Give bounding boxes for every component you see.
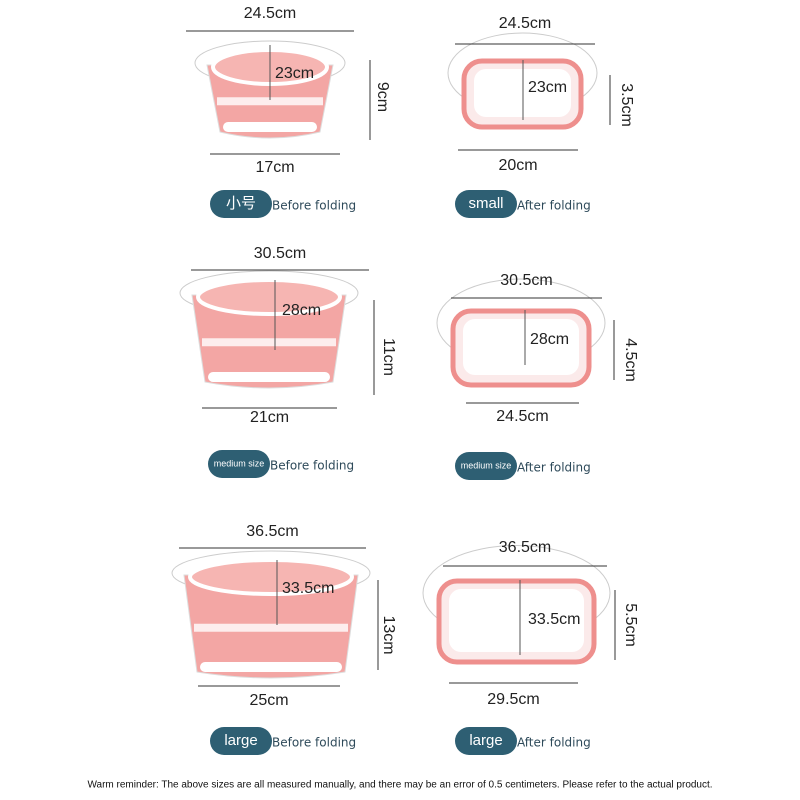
height: 3.5cm <box>618 83 635 127</box>
top-width: 30.5cm <box>254 245 306 262</box>
top-width: 36.5cm <box>246 523 298 540</box>
basin-band <box>217 97 323 106</box>
inner-length: 28cm <box>282 302 321 319</box>
badge-bg <box>455 727 517 755</box>
badge-label: large <box>469 732 502 749</box>
top-width: 30.5cm <box>500 272 552 289</box>
badge-label: large <box>224 732 257 749</box>
basin-rim <box>188 558 354 596</box>
top-width: 36.5cm <box>499 539 551 556</box>
basin-base <box>200 662 342 672</box>
basin-band <box>194 623 348 632</box>
basin-rim <box>196 278 342 316</box>
basin-base <box>223 122 317 132</box>
top-width: 24.5cm <box>244 5 296 22</box>
height: 9cm <box>374 82 391 112</box>
bottom-width: 17cm <box>255 159 294 176</box>
fold-caption: Before folding <box>272 199 356 213</box>
fold-caption: After folding <box>517 461 591 475</box>
basin-band <box>202 338 336 347</box>
badge-bg <box>455 452 517 480</box>
tray-floor <box>463 319 579 375</box>
bottom-width: 21cm <box>250 409 289 426</box>
badge-bg <box>208 450 270 478</box>
badge-bg <box>210 727 272 755</box>
height: 11cm <box>380 338 397 376</box>
badge-label: medium size <box>214 458 265 468</box>
fold-caption: Before folding <box>272 736 356 750</box>
bottom-width: 24.5cm <box>496 408 548 425</box>
inner-length: 33.5cm <box>282 580 334 597</box>
height: 13cm <box>380 615 397 654</box>
height: 4.5cm <box>622 338 639 382</box>
height: 5.5cm <box>622 603 639 647</box>
basin-base <box>208 372 330 382</box>
badge-label: medium size <box>461 460 512 470</box>
inner-length: 28cm <box>530 331 569 348</box>
inner-length: 33.5cm <box>528 611 580 628</box>
bottom-width: 25cm <box>249 692 288 709</box>
inner-length: 23cm <box>528 79 567 96</box>
fold-caption: Before folding <box>270 459 354 473</box>
fold-caption: After folding <box>517 199 591 213</box>
warm-reminder: Warm reminder: The above sizes are all m… <box>87 780 712 791</box>
bottom-width: 29.5cm <box>487 691 539 708</box>
badge-bg <box>455 190 517 218</box>
badge-bg <box>210 190 272 218</box>
bottom-width: 20cm <box>498 157 537 174</box>
badge-label: 小号 <box>226 195 256 212</box>
fold-caption: After folding <box>517 736 591 750</box>
inner-length: 23cm <box>275 65 314 82</box>
top-width: 24.5cm <box>499 15 551 32</box>
badge-label: small <box>468 195 503 212</box>
tray-floor <box>449 589 584 652</box>
